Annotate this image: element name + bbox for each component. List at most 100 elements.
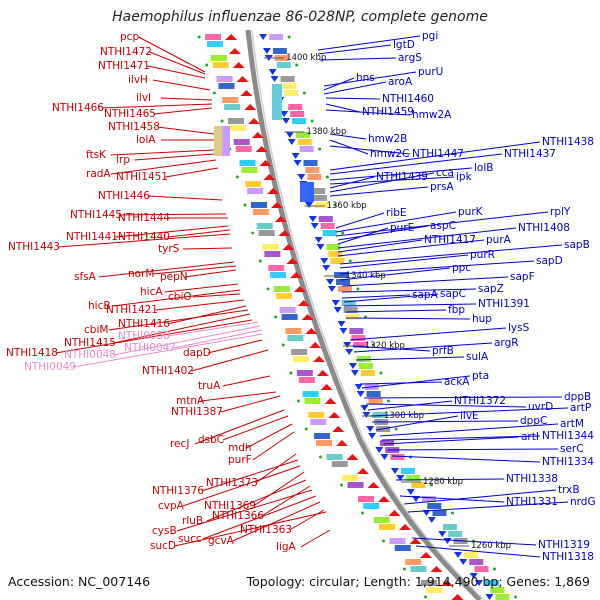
gene-box <box>373 517 390 523</box>
right-label: argS <box>398 52 422 64</box>
green-dot <box>514 595 517 599</box>
reverse-arrow <box>375 447 384 453</box>
forward-arrow <box>267 188 280 194</box>
gene-box <box>258 230 275 236</box>
right-leader-line <box>381 435 541 441</box>
gene-box <box>316 440 332 446</box>
right-leader-line <box>339 267 451 281</box>
left-leader-line <box>165 167 219 178</box>
left-leader-line <box>200 391 277 402</box>
forward-arrow <box>305 328 318 334</box>
green-dot <box>430 483 433 487</box>
reverse-arrow <box>362 412 371 418</box>
forward-arrow <box>263 174 276 180</box>
left-label: cysB <box>152 525 177 537</box>
left-label: ilvH <box>128 74 148 86</box>
green-dot <box>258 259 262 263</box>
left-leader-line <box>246 423 293 449</box>
gene-box <box>347 482 364 488</box>
right-label: nrdG <box>570 496 596 508</box>
gene-block <box>214 126 224 156</box>
right-label: sapB <box>564 239 590 251</box>
reverse-arrow <box>320 258 329 264</box>
right-leader-line <box>391 455 541 463</box>
right-label: NTHI1437 <box>504 148 556 160</box>
forward-arrow <box>324 398 337 404</box>
gene-box <box>448 531 463 537</box>
left-label: cvpA <box>158 500 185 512</box>
gene-box <box>222 97 239 103</box>
right-label: fbp <box>448 304 465 316</box>
gene-box <box>279 307 296 313</box>
green-dot <box>424 595 427 599</box>
gene-box <box>406 475 421 481</box>
left-leader-line <box>191 349 269 372</box>
right-label: serC <box>560 443 584 455</box>
right-leader-line <box>329 186 429 197</box>
gene-box <box>210 55 227 61</box>
left-label: rluB <box>182 515 203 527</box>
right-leader-line <box>353 342 493 353</box>
right-leader-line <box>395 478 505 481</box>
right-leader-line <box>335 212 385 229</box>
accession-text: Accession: NC_007146 <box>8 574 151 589</box>
left-leader-line <box>157 126 215 135</box>
forward-arrow <box>378 496 390 502</box>
right-label: NTHI1331 <box>506 496 558 508</box>
gene-box <box>469 559 484 565</box>
left-label: NTHI1472 <box>100 46 152 58</box>
right-label: sapD <box>536 255 563 267</box>
reverse-arrow <box>443 538 452 544</box>
gene-box <box>345 314 360 320</box>
gene-box <box>405 559 422 565</box>
gene-box <box>490 587 505 593</box>
left-label: NTHI1444 <box>118 212 170 224</box>
gene-block <box>300 182 314 202</box>
gene-box <box>380 440 394 446</box>
left-label: lrp <box>116 154 130 166</box>
right-label: aroA <box>388 76 413 88</box>
gene-box <box>296 370 313 376</box>
forward-arrow <box>274 216 287 222</box>
green-dot <box>356 287 360 291</box>
right-label: NTHI1318 <box>542 551 594 563</box>
forward-arrow <box>301 314 314 320</box>
gene-box <box>256 223 273 229</box>
gene-box <box>288 104 303 110</box>
green-dot <box>348 259 352 263</box>
forward-arrow <box>278 230 291 236</box>
right-label: sapA <box>412 289 439 301</box>
right-leader-line <box>337 239 485 257</box>
green-dot <box>212 91 216 95</box>
left-label: gcvA <box>208 535 235 547</box>
scale-tick-label: 1280 kbp <box>423 477 463 487</box>
left-label: ligA <box>276 541 296 553</box>
gene-box <box>372 412 387 418</box>
reverse-arrow <box>326 279 335 285</box>
forward-arrow <box>451 594 464 600</box>
green-dot <box>251 231 255 235</box>
gene-box <box>360 370 375 376</box>
gene-box <box>291 349 308 355</box>
gene-box <box>302 391 319 397</box>
left-label: NTHI1376 <box>152 485 204 497</box>
green-dot <box>297 399 301 403</box>
reverse-arrow <box>427 517 436 523</box>
left-label: NTHI1402 <box>142 365 194 377</box>
reverse-arrow <box>287 139 296 145</box>
gene-box <box>276 62 291 68</box>
left-label: purF <box>228 454 252 466</box>
left-leader-line <box>110 159 217 175</box>
pink-label: NTHI0049 <box>24 361 76 373</box>
right-label: NTHI1408 <box>518 222 570 234</box>
right-label: dppB <box>564 391 591 403</box>
gene-box <box>287 335 304 341</box>
left-label: pcp <box>120 31 139 43</box>
right-label: purA <box>486 234 512 246</box>
left-leader-line <box>110 149 215 156</box>
right-leader-line <box>323 81 387 95</box>
gene-box <box>310 419 327 425</box>
forward-arrow <box>270 202 283 208</box>
reverse-arrow <box>268 69 277 75</box>
